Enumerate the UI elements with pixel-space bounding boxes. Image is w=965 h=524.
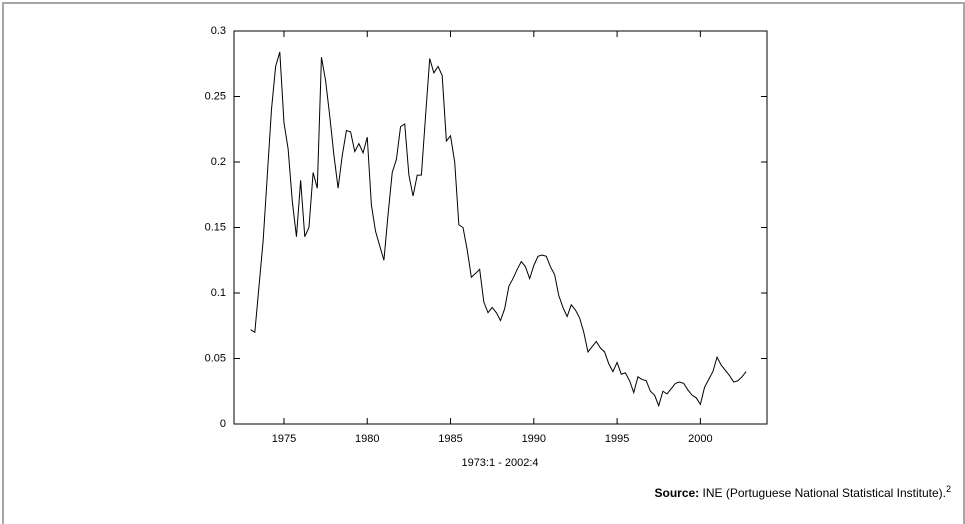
x-tick-label: 1975 xyxy=(272,433,296,445)
source-label: Source: xyxy=(654,486,700,500)
source-note: Source: INE (Portuguese National Statist… xyxy=(655,484,952,500)
y-tick-label: 0.1 xyxy=(211,287,226,299)
x-tick-label: 1995 xyxy=(605,433,629,445)
x-tick-label: 1985 xyxy=(438,433,462,445)
chart: 1973:1 - 2002:4 0 0.05 0.1 0.15 0.2 0.25 0.3 19… xyxy=(205,25,768,469)
y-tick-label: 0.25 xyxy=(205,90,226,102)
source-text: INE (Portuguese National Statistical Ins… xyxy=(702,486,946,500)
x-tick-label: 1980 xyxy=(355,433,379,445)
x-tick-label: 2000 xyxy=(688,433,712,445)
x-axis-label: 1973:1 - 2002:4 xyxy=(461,457,538,469)
plot-frame xyxy=(233,30,768,425)
y-tick-label: 0.2 xyxy=(211,156,226,168)
y-tick-label: 0.05 xyxy=(205,352,226,364)
y-tick-label: 0.3 xyxy=(211,25,226,37)
data-line xyxy=(250,51,747,408)
y-tick-label: 0.15 xyxy=(205,221,226,233)
y-tick-label: 0 xyxy=(220,418,226,430)
footnote-ref: 2 xyxy=(945,484,951,494)
x-tick-label: 1990 xyxy=(522,433,546,445)
